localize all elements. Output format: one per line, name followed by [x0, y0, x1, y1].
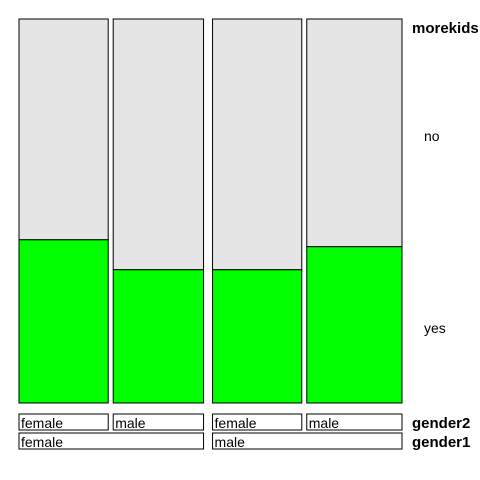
response-variable-label: morekids [412, 20, 479, 37]
strip-gender1-cell [212, 432, 403, 450]
strip-gender2-label: female [21, 415, 63, 431]
bar-yes-male-male [306, 246, 403, 404]
strip-gender2-cell [112, 413, 205, 431]
bar-no-female-male [112, 18, 205, 271]
response-level-labels: no yes [424, 128, 446, 336]
strip-gender2-cell [212, 413, 303, 431]
bar-yes-male-female [212, 269, 303, 404]
level-label-yes: yes [424, 320, 446, 336]
strip-gender2-cell [18, 413, 109, 431]
bars-group [18, 18, 403, 404]
strip-gender2-label: male [115, 415, 146, 431]
factor-name-gender1: gender1 [412, 434, 470, 451]
strip-gender1-label: female [21, 434, 63, 450]
bar-no-male-male [306, 18, 403, 248]
strip-gender2-label: male [309, 415, 340, 431]
factor-name-gender2: gender2 [412, 415, 470, 432]
bar-yes-female-male [112, 269, 205, 404]
strip-gender2-cell [306, 413, 403, 431]
factor-strips: female male female male gender2 female male gen… [18, 413, 470, 451]
bar-no-female-female [18, 18, 109, 241]
bar-no-male-female [212, 18, 303, 271]
level-label-no: no [424, 128, 440, 144]
strip-gender1-cell [18, 432, 205, 450]
strip-gender1-label: male [215, 434, 246, 450]
strip-gender2-label: female [215, 415, 257, 431]
bar-yes-female-female [18, 239, 109, 404]
